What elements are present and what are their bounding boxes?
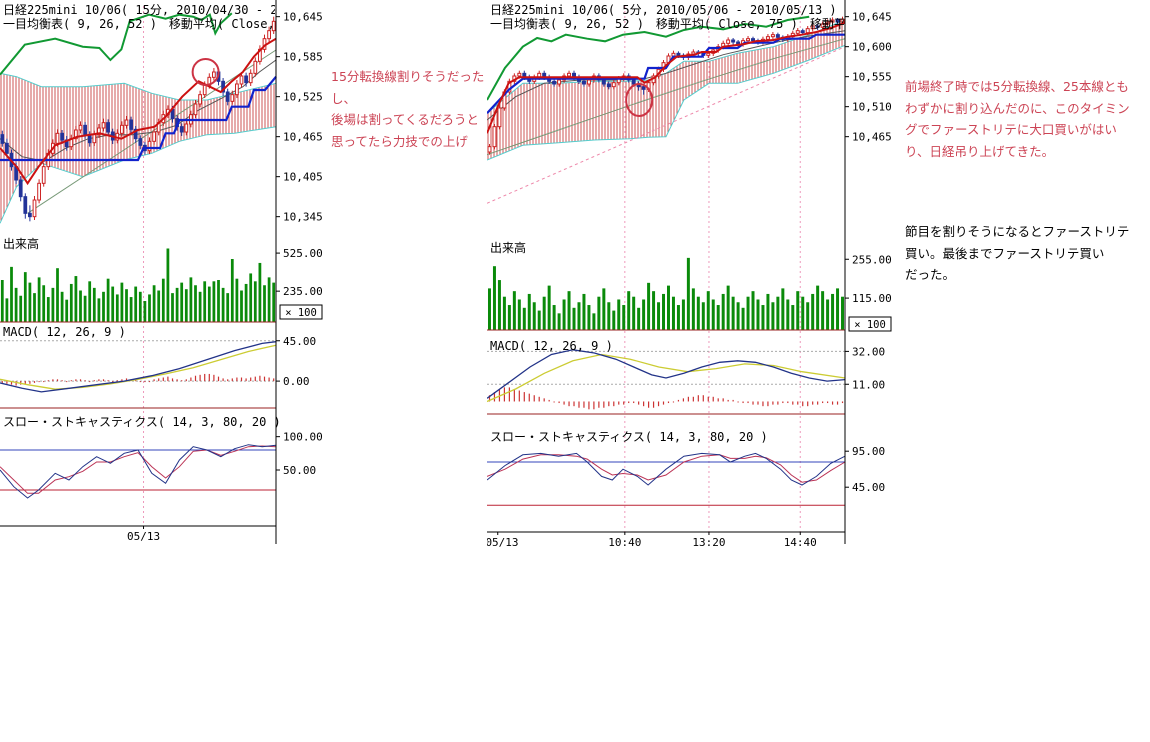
chart-subtitle-5min: 一目均衡表( 9, 26, 52 ) 移動平均( Close, 75 ) 移動平…: [490, 17, 844, 31]
annotation-note-black: 節目を割りそうになるとファーストリテ 買い。最後までファーストリテ買い だった。: [905, 224, 1130, 282]
axis-tick-label: 10,405: [283, 171, 323, 184]
stoch-d-line: [487, 454, 846, 483]
macd-histogram: [488, 387, 844, 410]
chart-panel-5min: 日経225mini 10/06( 5分, 2010/05/06 - 2010/0…: [487, 0, 899, 548]
chart-canvas-15min[interactable]: 10,645 10,585 10,525 10,465 10,405 10,345 525.…: [0, 0, 336, 548]
macd-histogram: [1, 373, 275, 386]
x-axis-label: 05/13: [487, 536, 519, 548]
x-axis-label: 05/13: [127, 530, 160, 543]
cloud-lower-edge: [487, 44, 846, 161]
axis-tick-label: 255.00: [852, 253, 892, 266]
axis-tick-label: 115.00: [852, 292, 892, 305]
tenkan-line: [487, 21, 846, 134]
macd-pane-label: MACD( 12, 26, 9 ): [3, 325, 126, 339]
lagging-span-line: [0, 12, 233, 76]
ichimoku-cloud: [0, 73, 276, 224]
chart-title-15min: 日経225mini 10/06( 15分, 2010/04/30 - 2010/…: [3, 3, 275, 17]
axis-tick-label: 235.00: [283, 285, 323, 298]
macd-signal-line: [487, 353, 846, 403]
ma25-line: [487, 30, 846, 121]
axis-tick-label: 10,645: [852, 11, 892, 24]
x-axis-label: 14:40: [784, 536, 817, 548]
macd-signal-line: [0, 344, 277, 390]
axis-tick-label: 95.00: [852, 445, 885, 458]
axis-tick-label: 10,600: [852, 41, 892, 54]
macd-line: [487, 349, 846, 399]
stoch-pane-label: スロー・ストキャスティクス( 14, 3, 80, 20 ): [490, 430, 768, 444]
axis-tick-label: 10,585: [283, 51, 323, 64]
axis-tick-label: 32.00: [852, 345, 885, 358]
axis-tick-label: 525.00: [283, 247, 323, 260]
highlight-circle: [625, 83, 654, 117]
chart-canvas-5min[interactable]: 10,645 10,600 10,555 10,510 10,465 255.00 115.…: [487, 0, 899, 548]
volume-bars: [487, 257, 845, 330]
highlight-circle: [191, 58, 220, 86]
axis-tick-label: 100.00: [283, 431, 323, 444]
scale-badge[interactable]: [848, 316, 892, 332]
x-axis-label: 10:40: [608, 536, 641, 548]
axis-tick-label: 10,525: [283, 91, 323, 104]
volume-bars: [0, 248, 276, 322]
chart-panel-15min: 日経225mini 10/06( 15分, 2010/04/30 - 2010/…: [0, 0, 336, 548]
trendline: [487, 46, 846, 204]
scale-badge-label: × 100: [854, 319, 886, 331]
macd-line: [0, 341, 277, 393]
cloud-upper-edge: [0, 72, 277, 101]
chart-title-5min: 日経225mini 10/06( 5分, 2010/05/06 - 2010/0…: [490, 3, 837, 17]
volume-pane-label: 出来高: [3, 236, 39, 251]
axis-tick-label: 11.00: [852, 378, 885, 391]
tenkan-line: [0, 37, 277, 186]
ichimoku-cloud: [487, 20, 845, 160]
axis-tick-label: 45.00: [852, 481, 885, 494]
stoch-k-line: [0, 444, 277, 499]
stoch-pane-label: スロー・ストキャスティクス( 14, 3, 80, 20 ): [3, 415, 281, 429]
kijun-line: [0, 75, 277, 162]
axis-tick-label: 10,345: [283, 211, 323, 224]
axis-tick-label: 10,465: [852, 131, 892, 144]
annotation-note-5min-red: 前場終了時では5分転換線、25本線とも わずかに割り込んだのに、このタイミン グ…: [905, 79, 1130, 159]
x-axis-label: 13:20: [692, 536, 725, 548]
axis-tick-label: 10,645: [283, 11, 323, 24]
axis-tick-label: 10,555: [852, 71, 892, 84]
axis-tick-label: 50.00: [283, 464, 316, 477]
axis-tick-label: 10,465: [283, 131, 323, 144]
chart-subtitle-15min: 一目均衡表( 9, 26, 52 ) 移動平均( Close, 25 ) 移動平…: [3, 17, 275, 31]
axis-tick-label: 0.00: [283, 375, 310, 388]
scale-badge-label: × 100: [285, 307, 317, 319]
lagging-span-line: [487, 15, 810, 101]
axis-tick-label: 45.00: [283, 335, 316, 348]
scale-badge[interactable]: [279, 304, 323, 320]
cloud-lower-edge: [0, 126, 277, 224]
ma75-line: [487, 38, 846, 156]
axis-tick-label: 10,510: [852, 101, 892, 114]
stoch-d-line: [0, 445, 277, 494]
annotation-note-15min: 15分転換線割りそうだったし、 後場は割ってくるだろうと 思ってたら力技での上げ: [331, 69, 485, 149]
ma75-line: [27, 49, 277, 214]
stoch-k-line: [487, 452, 846, 486]
macd-pane-label: MACD( 12, 26, 9 ): [490, 339, 613, 353]
volume-pane-label: 出来高: [490, 240, 526, 255]
